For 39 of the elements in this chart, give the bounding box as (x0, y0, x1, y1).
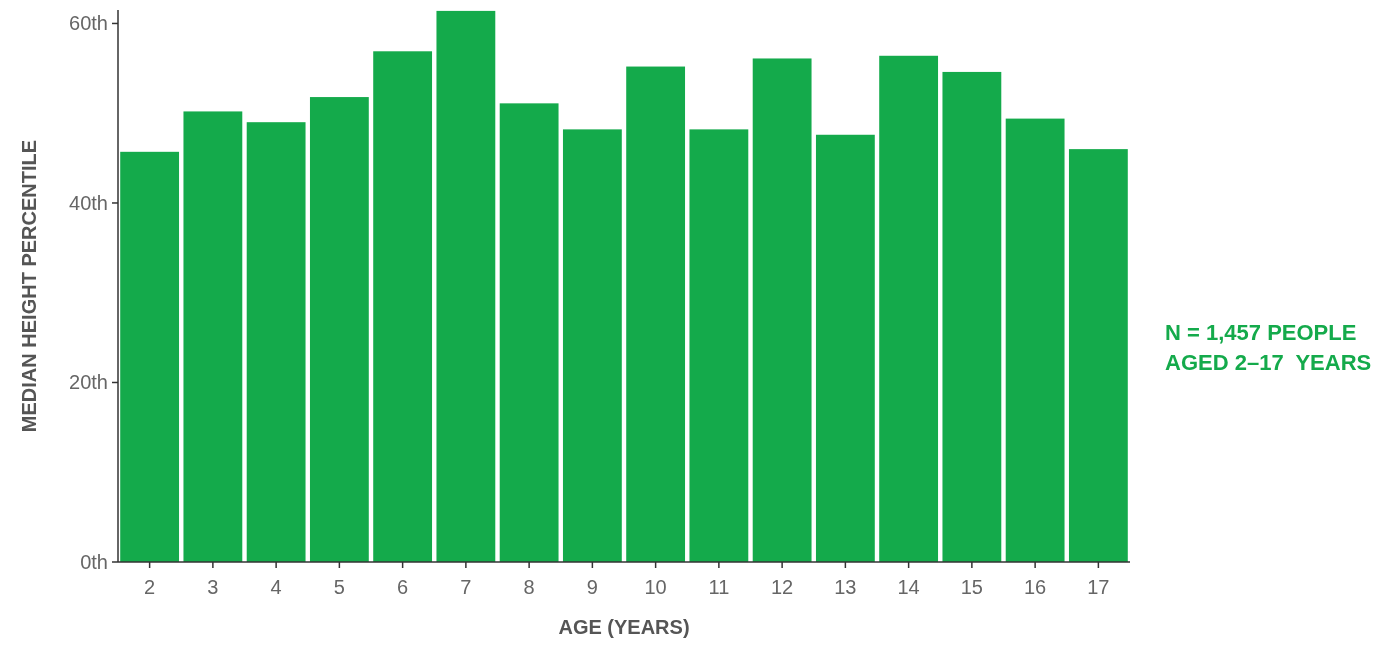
bar (1068, 149, 1128, 562)
y-axis-title: MEDIAN HEIGHT PERCENTILE (18, 139, 40, 433)
x-tick-label: 12 (771, 576, 794, 598)
x-tick-label: 14 (897, 576, 920, 598)
text: N = 1,457 PEOPLE AGED 2–17 YEARS (1165, 320, 1372, 375)
x-tick-label: 16 (1024, 576, 1047, 598)
bar (436, 10, 496, 562)
bar (942, 71, 1002, 562)
bar (879, 55, 939, 562)
bar (373, 51, 433, 562)
bar (246, 122, 306, 562)
x-tick-label: 5 (333, 576, 345, 598)
x-axis-title: AGE (YEARS) (558, 616, 690, 638)
x-tick-label: 3 (207, 576, 219, 598)
bar (499, 103, 559, 562)
bar (752, 58, 812, 562)
bar (562, 129, 622, 562)
x-tick-label: 7 (460, 576, 472, 598)
x-tick-label: 11 (708, 576, 730, 598)
x-tick-label: 6 (397, 576, 409, 598)
x-tick-label: 8 (523, 576, 535, 598)
bar (1005, 118, 1065, 562)
x-tick-label: 17 (1087, 576, 1110, 598)
bar (815, 134, 875, 562)
y-tick-label: 0th (80, 551, 108, 573)
bar (309, 97, 369, 562)
x-tick-label: 4 (270, 576, 282, 598)
x-tick-label: 9 (586, 576, 598, 598)
x-tick-label: 10 (644, 576, 667, 598)
x-tick-label: 15 (960, 576, 983, 598)
y-tick-label: 60th (69, 12, 108, 35)
x-tick-label: 2 (144, 576, 156, 598)
y-tick-label: 20th (69, 371, 108, 394)
bar (689, 129, 749, 562)
x-tick-label: 13 (834, 576, 857, 598)
bar (183, 111, 243, 562)
y-tick-label: 40th (69, 191, 108, 214)
bar (626, 66, 686, 562)
bar (120, 151, 180, 562)
